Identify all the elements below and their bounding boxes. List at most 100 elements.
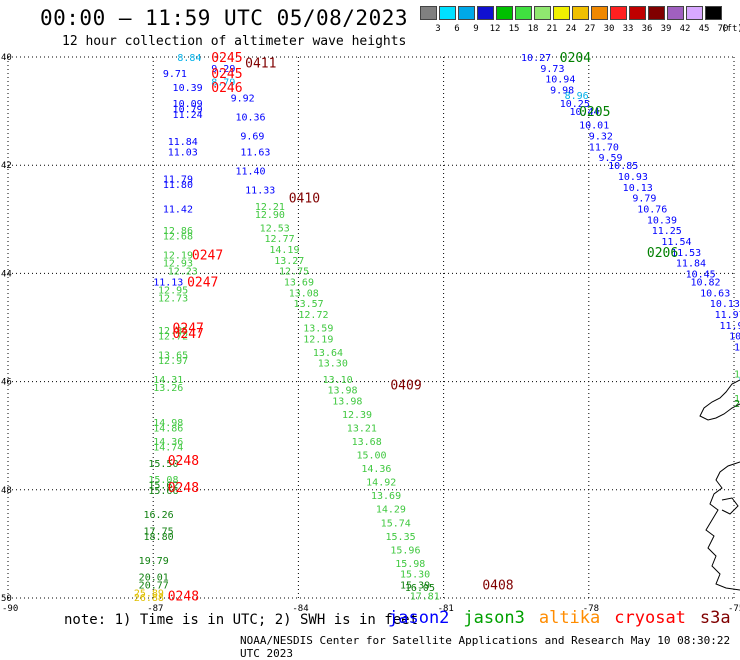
satellite-legend-item: cryosat (614, 608, 686, 628)
wave-height-point: 12.86 (163, 226, 193, 237)
wave-height-point: 12.19 (163, 250, 193, 261)
wave-height-point: 12.72 (298, 310, 328, 321)
wave-height-point: 15.30 (400, 570, 430, 581)
pass-time-label: 0246 (211, 81, 242, 96)
wave-height-point: 14.29 (376, 505, 406, 516)
footer-note: note: 1) Time is in UTC; 2) SWH is in fe… (64, 612, 419, 628)
pass-time-label: 0247 (173, 322, 204, 337)
pass-time-label: 0205 (579, 105, 610, 120)
wave-height-point: 10.13 (623, 183, 653, 194)
wave-height-point: 20.77 (139, 580, 169, 591)
wave-height-point: 9.59 (598, 153, 622, 164)
wave-height-point: 13.27 (274, 256, 304, 267)
pass-time-label: 0247 (187, 276, 218, 291)
wave-height-point: 10.82 (690, 278, 720, 289)
pass-time-label: 0204 (560, 51, 591, 66)
page-title: 00:00 – 11:59 UTC 05/08/2023 (40, 6, 409, 30)
wave-height-point: 12.21 (255, 202, 285, 213)
wave-height-point: 12.3 (734, 394, 740, 405)
wave-height-point: 19.79 (139, 556, 169, 567)
wave-height-point: 10.93 (618, 172, 648, 183)
wave-height-point: 9.71 (163, 69, 187, 80)
wave-height-point: 14.31 (153, 375, 183, 386)
wave-height-point: 16.05 (405, 583, 435, 594)
wave-height-point: 10.09 (173, 99, 203, 110)
wave-height-point: 15.62 (148, 480, 178, 491)
scale-swatch (591, 6, 608, 20)
wave-height-point: 15.39 (400, 580, 430, 591)
wave-height-point: 25.89 (134, 589, 164, 600)
wave-height-point: 11.54 (661, 237, 691, 248)
wave-height-point: 11.40 (235, 167, 265, 178)
wave-height-point: 10.25 (560, 99, 590, 110)
wave-height-point: 10.94 (545, 75, 575, 86)
wave-height-point: 15.50 (148, 459, 178, 470)
wave-height-point: 12.23 (168, 267, 198, 278)
pass-time-label: 0245 (211, 67, 242, 82)
wave-height-point: 11.03 (168, 148, 198, 159)
wave-height-point: 13.59 (303, 324, 333, 335)
wave-height-point: 10.52 (729, 332, 740, 343)
lon-label: -87 (147, 604, 163, 614)
wave-height-point: 13.68 (352, 437, 382, 448)
wave-height-point: 13.26 (153, 383, 183, 394)
wave-height-point: 11.99 (719, 321, 740, 332)
coastline-segment (705, 461, 740, 591)
wave-height-point: 11.42 (163, 204, 193, 215)
pass-time-label: 0408 (482, 578, 513, 593)
scale-label: 9 (473, 24, 479, 34)
lat-label: 42 (1, 161, 12, 171)
wave-height-point: 9.69 (240, 131, 264, 142)
scale-swatch (553, 6, 570, 20)
wave-height-point: 8.96 (565, 91, 589, 102)
lon-label: -84 (292, 604, 308, 614)
scale-swatch (705, 6, 722, 20)
pass-time-label: 0245 (211, 51, 242, 66)
scale-swatch (686, 6, 703, 20)
wave-height-point: 13.21 (347, 424, 377, 435)
wave-height-point: 10.39 (173, 83, 203, 94)
satellite-legend: jason2 jason3 altika cryosat s3a (388, 608, 740, 628)
wave-height-point: 10.36 (235, 113, 265, 124)
wave-height-point: 14.92 (366, 478, 396, 489)
wave-height-point: 26.88 (134, 593, 164, 604)
lon-label: -75 (728, 604, 740, 614)
map-grid (7, 56, 735, 599)
wave-height-point: 12.75 (279, 267, 309, 278)
wave-height-point: 12.53 (260, 223, 290, 234)
scale-label: 70 (717, 24, 729, 34)
scale-unit: (ft) (721, 24, 740, 34)
wave-height-point: 8.79 (211, 77, 235, 88)
wave-height-point: 10.13 (710, 299, 740, 310)
scale-label: 42 (679, 24, 691, 34)
wave-height-point: 13.98 (327, 386, 357, 397)
wave-height-point: 11.63 (240, 148, 270, 159)
wave-height-point: 14.19 (269, 245, 299, 256)
wave-height-point: 13.69 (284, 278, 314, 289)
wave-height-point: 10.79 (173, 104, 203, 115)
axis-labels: 40 42 44 46 48 50-90 -87 -84 -81 -78 -75 (1, 53, 740, 614)
wave-height-point: 13.08 (289, 288, 319, 299)
scale-label: 27 (584, 24, 596, 34)
wave-height-point: 14.98 (153, 418, 183, 429)
satellite-legend-item: jason3 (463, 608, 525, 628)
wave-height-point: 11.84 (168, 137, 198, 148)
pass-time-label: 0248 (168, 589, 199, 604)
wave-height-point: 11.53 (671, 248, 701, 259)
scale-swatch (572, 6, 589, 20)
wave-height-point: 9.00 (739, 375, 740, 386)
wave-height-point: 11.33 (245, 186, 275, 197)
wave-height-point: 17.75 (144, 526, 174, 537)
pass-time-label: 0206 (647, 246, 678, 261)
page-subtitle: 12 hour collection of altimeter wave hei… (62, 34, 407, 49)
scale-label: 24 (565, 24, 577, 34)
coastline (699, 379, 740, 591)
wave-height-point: 11.79 (163, 175, 193, 186)
wave-height-point: 12.90 (255, 210, 285, 221)
scale-label: 33 (622, 24, 634, 34)
pass-time-label: 0247 (192, 248, 223, 263)
wave-height-point: 10.27 (521, 53, 551, 64)
